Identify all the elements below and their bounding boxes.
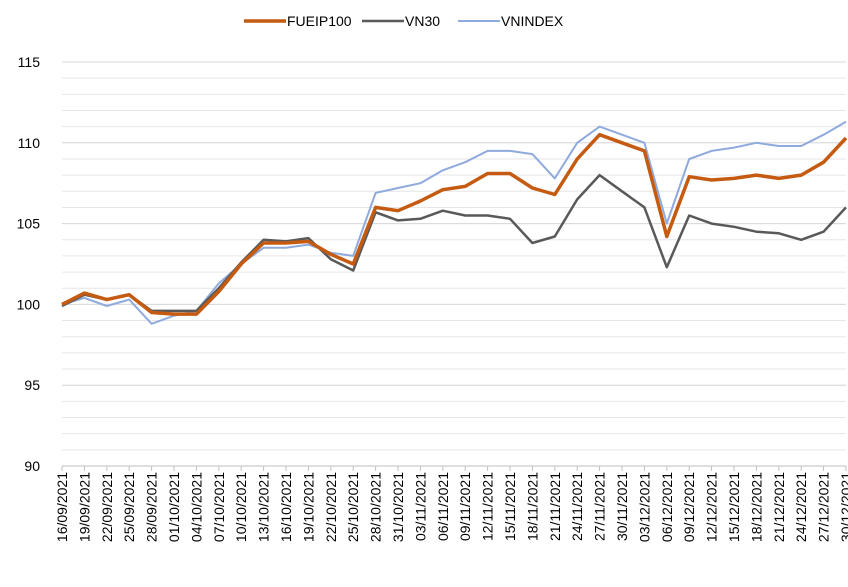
- x-tick-label: 10/10/2021: [233, 472, 249, 542]
- x-tick-label: 21/11/2021: [547, 472, 563, 541]
- x-tick-label: 30/12/2021: [838, 472, 848, 542]
- x-tick-label: 01/10/2021: [166, 472, 182, 542]
- x-tick-label: 27/11/2021: [592, 472, 608, 541]
- x-tick-label: 22/09/2021: [99, 472, 115, 542]
- x-tick-label: 28/09/2021: [144, 472, 160, 542]
- x-tick-label: 06/12/2021: [659, 472, 675, 542]
- y-tick-label: 105: [17, 216, 41, 232]
- x-tick-label: 27/12/2021: [816, 472, 832, 542]
- y-tick-label: 100: [17, 296, 41, 312]
- x-tick-label: 21/12/2021: [771, 472, 787, 542]
- x-tick-label: 31/10/2021: [390, 472, 406, 542]
- x-tick-label: 18/12/2021: [748, 472, 764, 542]
- x-tick-label: 07/10/2021: [211, 472, 227, 542]
- x-tick-label: 24/11/2021: [569, 472, 585, 541]
- y-tick-label: 110: [18, 135, 41, 151]
- x-tick-label: 25/09/2021: [121, 472, 137, 542]
- x-tick-label: 15/11/2021: [502, 472, 518, 541]
- x-tick-label: 15/12/2021: [726, 472, 742, 542]
- x-tick-label: 25/10/2021: [345, 472, 361, 542]
- x-tick-label: 03/12/2021: [636, 472, 652, 542]
- x-tick-label: 22/10/2021: [323, 472, 339, 542]
- x-tick-label: 13/10/2021: [256, 472, 272, 542]
- x-tick-label: 28/10/2021: [368, 472, 384, 542]
- legend-label: VNINDEX: [501, 13, 564, 29]
- x-tick-label: 09/12/2021: [681, 472, 697, 542]
- x-tick-label: 18/11/2021: [524, 472, 540, 541]
- y-tick-label: 90: [24, 458, 40, 474]
- x-tick-label: 24/12/2021: [793, 472, 809, 542]
- y-tick-label: 95: [24, 377, 40, 393]
- x-tick-label: 30/11/2021: [614, 472, 630, 541]
- x-tick-label: 12/11/2021: [480, 472, 496, 541]
- x-tick-label: 19/10/2021: [300, 472, 316, 542]
- series-line: [61, 132, 848, 316]
- x-tick-label: 06/11/2021: [435, 472, 451, 541]
- x-tick-label: 16/09/2021: [54, 472, 70, 542]
- x-tick-label: 16/10/2021: [278, 472, 294, 542]
- series-line: [61, 173, 847, 313]
- x-tick-label: 09/11/2021: [457, 472, 473, 541]
- x-tick-label: 04/10/2021: [188, 472, 204, 542]
- x-tick-label: 19/09/2021: [76, 472, 92, 542]
- x-tick-label: 03/11/2021: [412, 472, 428, 541]
- y-tick-label: 115: [18, 54, 41, 70]
- series-line: [61, 120, 847, 325]
- x-tick-label: 12/12/2021: [704, 472, 720, 542]
- legend-label: VN30: [405, 13, 440, 29]
- legend-label: FUEIP100: [287, 13, 352, 29]
